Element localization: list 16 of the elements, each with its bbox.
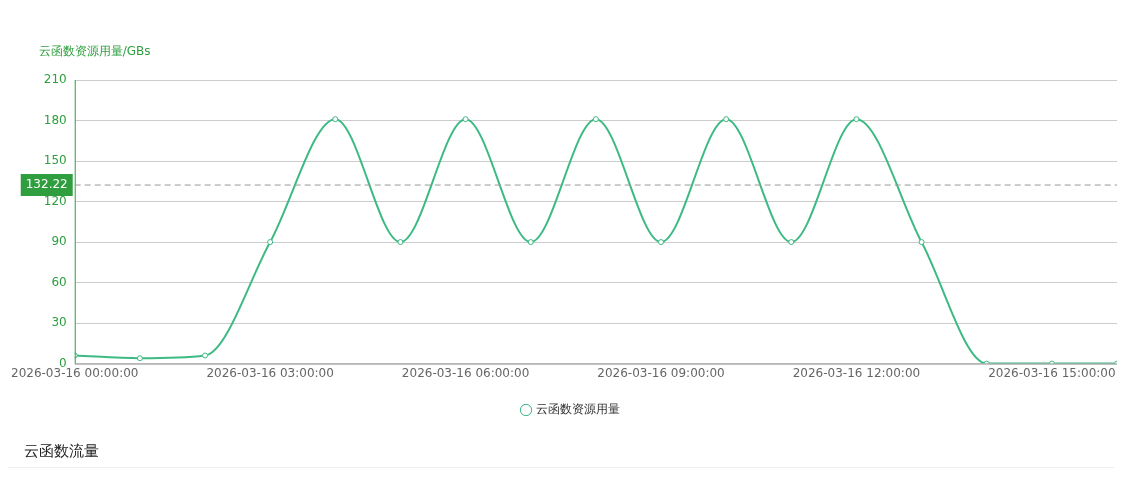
- text: 云函数流量: [8, 436, 1114, 468]
- x-tick-label: 2026-03-16 09:00:00: [597, 365, 725, 380]
- y-tick-label: 30: [51, 315, 67, 330]
- x-tick-label: 2026-03-16 15:00:00: [988, 365, 1116, 380]
- y-tick-label: 210: [43, 72, 67, 87]
- x-tick-label: 2026-03-16 06:00:00: [401, 365, 530, 380]
- x-tick-label: 2026-03-16 03:00:00: [206, 365, 334, 380]
- y-axis-title: 云函数资源用量/GBs: [38, 44, 151, 59]
- y-tick-label: 60: [51, 274, 67, 289]
- legend-label: 云函数资源用量: [536, 402, 620, 417]
- y-tick-label: 180: [43, 112, 67, 127]
- ref-line-label: 132.22: [25, 177, 68, 192]
- y-tick-label: 150: [43, 153, 67, 168]
- y-tick-label: 90: [51, 234, 67, 249]
- x-tick-label: 2026-03-16 12:00:00: [792, 365, 921, 380]
- y-tick-label: 120: [43, 193, 67, 208]
